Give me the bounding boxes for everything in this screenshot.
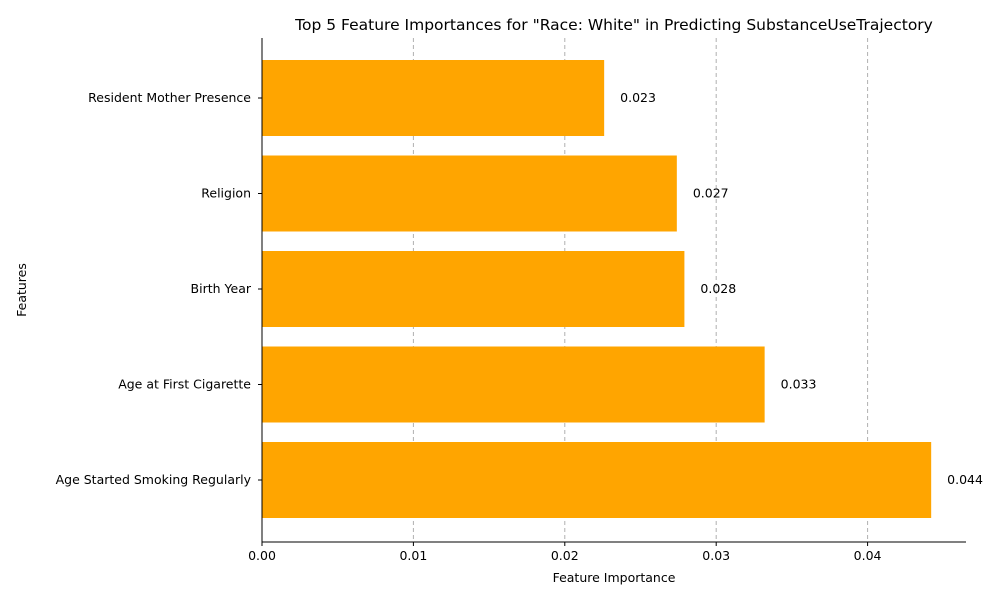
y-tick-label: Resident Mother Presence [88,90,251,105]
bar-value-label: 0.028 [700,281,736,296]
bar [262,155,677,232]
x-tick-labels: 0.00 0.01 0.02 0.03 0.04 [248,548,881,563]
bars [262,60,932,518]
y-tick-labels: Age Started Smoking Regularly Age at Firs… [56,90,252,487]
y-tick-label: Age at First Cigarette [118,377,251,392]
x-tick-label: 0.02 [551,548,579,563]
x-tick-label: 0.03 [702,548,730,563]
bar-value-label: 0.044 [947,472,983,487]
bar-value-label: 0.033 [781,377,817,392]
y-axis-label: Features [14,263,29,317]
bar-value-label: 0.027 [693,186,729,201]
x-tick-label: 0.04 [854,548,882,563]
x-tick-label: 0.01 [399,548,427,563]
bar [262,442,932,518]
bar [262,60,605,136]
chart-title: Top 5 Feature Importances for "Race: Whi… [294,16,933,34]
x-tick-label: 0.00 [248,548,276,563]
bar [262,251,685,327]
bar [262,346,765,423]
x-axis-label: Feature Importance [553,570,676,585]
y-tick-label: Birth Year [191,281,252,296]
y-tick-label: Age Started Smoking Regularly [56,472,252,487]
axes [258,38,966,546]
value-labels: 0.044 0.033 0.028 0.027 0.023 [620,90,983,487]
bar-value-label: 0.023 [620,90,656,105]
y-tick-label: Religion [201,186,251,201]
